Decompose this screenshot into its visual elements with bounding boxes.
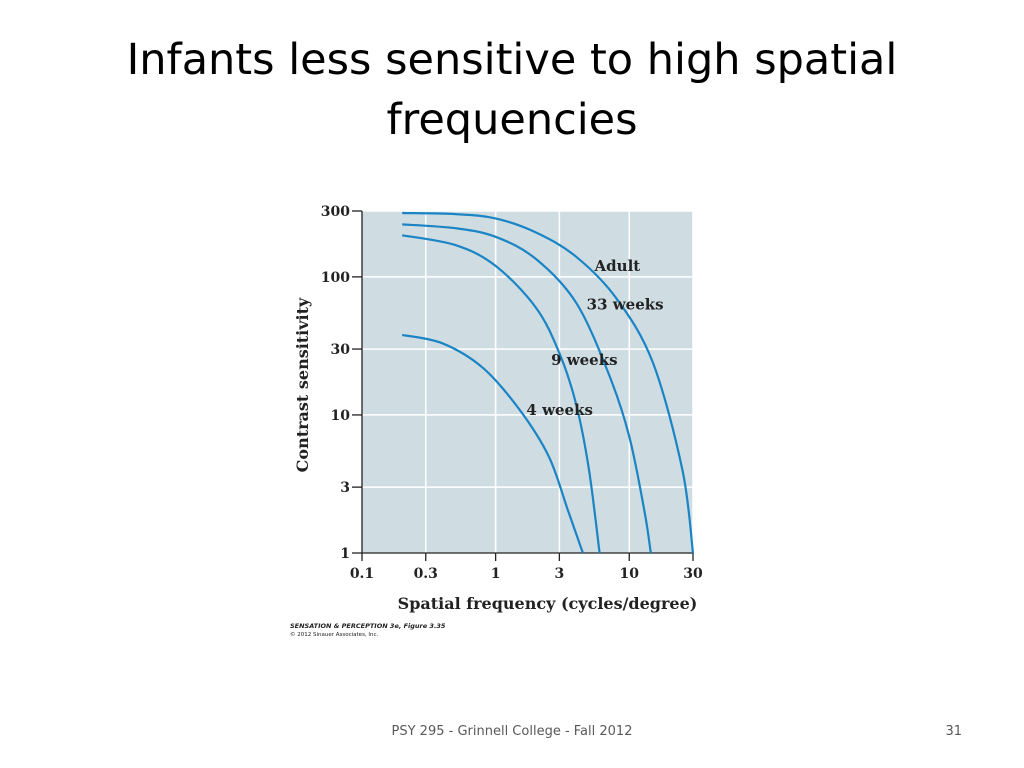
grid-lines: [362, 210, 694, 553]
x-axis-label: Spatial frequency (cycles/degree): [398, 594, 698, 613]
x-tick-label: 3: [555, 566, 565, 582]
slide-title: Infants less sensitive to high spatial f…: [126, 35, 898, 145]
contrast-sensitivity-chart: 1 3 10 30 100 300 0.1 0.3 1 3 10 30 Adult 33 weeks 9 …: [293, 204, 703, 613]
series-label-adult: Adult: [594, 257, 641, 275]
series-line-4-weeks: [401, 333, 584, 554]
series-label-4-weeks: 4 weeks: [526, 401, 593, 419]
x-tick-label: 0.1: [350, 566, 374, 582]
x-tick-label: 1: [491, 566, 501, 582]
plot-area: [362, 211, 693, 553]
y-tick-label: 3: [340, 480, 350, 496]
x-tick-label: 0.3: [414, 566, 438, 582]
series-line-adult: [402, 211, 695, 554]
y-tick-label: 300: [321, 204, 350, 220]
series-lines: [401, 211, 695, 554]
series-label-9-weeks: 9 weeks: [551, 351, 618, 369]
slide-footer: PSY 295 - Grinnell College - Fall 2012: [391, 724, 633, 739]
y-tick-label: 30: [331, 342, 351, 358]
y-tick-label: 1: [340, 546, 350, 562]
x-tick-label: 10: [620, 566, 640, 582]
chart-figure: 1 3 10 30 100 300 0.1 0.3 1 3 10 30 Adult 33 weeks 9 …: [280, 195, 720, 655]
axes: 1 3 10 30 100 300 0.1 0.3 1 3 10 30: [321, 204, 703, 582]
series-label-33-weeks: 33 weeks: [587, 296, 664, 314]
figure-credit-source: SENSATION & PERCEPTION 3e, Figure 3.35: [290, 622, 446, 630]
x-tick-label: 30: [683, 566, 703, 582]
series-line-9-weeks: [402, 234, 601, 554]
figure-credit: SENSATION & PERCEPTION 3e, Figure 3.35 ©…: [290, 622, 445, 639]
y-tick-label: 100: [321, 270, 350, 286]
y-axis-label: Contrast sensitivity: [293, 297, 312, 472]
y-tick-label: 10: [331, 408, 351, 424]
axis-labels: Spatial frequency (cycles/degree) Contras…: [293, 297, 697, 613]
series-line-33-weeks: [402, 223, 652, 554]
series-labels: Adult 33 weeks 9 weeks 4 weeks: [526, 257, 663, 419]
figure-credit-copyright: © 2012 Sinauer Associates, Inc.: [290, 632, 379, 638]
page-number: 31: [945, 724, 962, 739]
